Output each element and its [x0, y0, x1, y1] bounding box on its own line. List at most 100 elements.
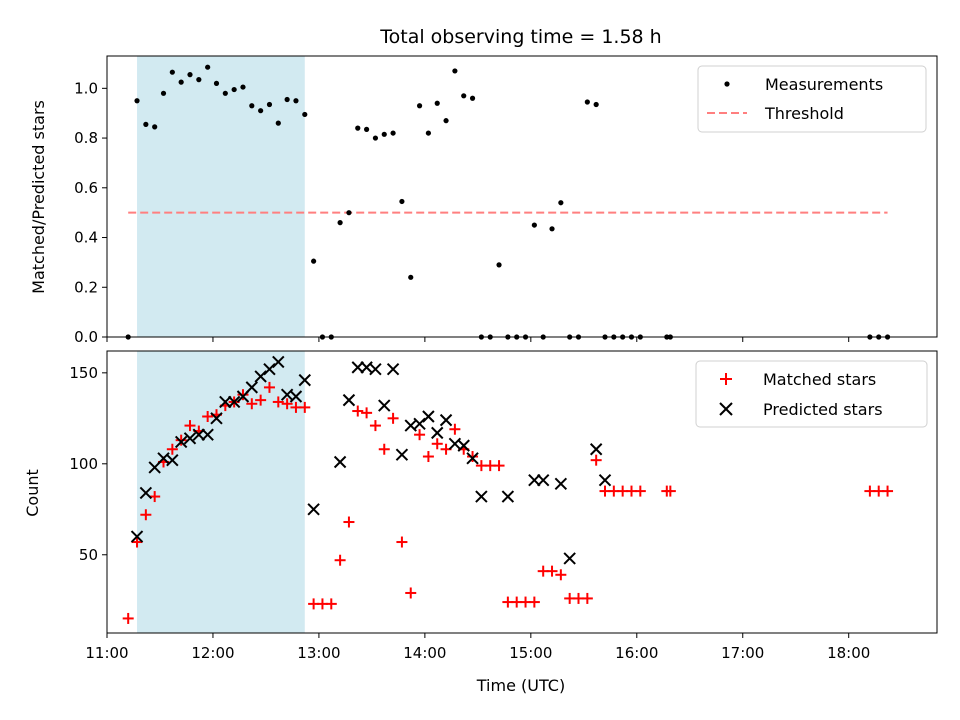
- predicted-star-point: [272, 355, 285, 369]
- matched-star-point: [378, 443, 390, 455]
- predicted-star-points: [130, 355, 612, 565]
- count-x-tick-label: 12:00: [191, 644, 234, 662]
- count-x-tick-label: 16:00: [615, 644, 658, 662]
- predicted-star-point: [528, 473, 541, 487]
- matched-star-point: [414, 429, 426, 441]
- predicted-star-point: [174, 435, 188, 449]
- predicted-star-point: [413, 417, 426, 430]
- predicted-star-point: [307, 503, 320, 516]
- predicted-star-point: [439, 413, 453, 427]
- matched-star-point: [467, 451, 479, 463]
- measurement-point: [363, 126, 370, 132]
- predicted-star-point: [386, 362, 400, 376]
- measurement-point: [293, 98, 299, 104]
- matched-star-point: [131, 536, 143, 548]
- measurement-point: [249, 103, 255, 109]
- matched-star-point: [590, 454, 602, 466]
- measurement-point: [434, 100, 440, 106]
- ratio-y-tick-label: 1.0: [74, 79, 98, 97]
- predicted-star-point: [254, 370, 267, 383]
- count-y-tick-label: 50: [79, 546, 98, 564]
- matched-star-point: [546, 565, 558, 577]
- x-axis-label: Time (UTC): [476, 676, 565, 695]
- matched-star-point: [343, 516, 355, 528]
- predicted-star-point: [501, 490, 515, 503]
- legend-matched-marker: [720, 373, 732, 385]
- measurement-point: [425, 130, 432, 136]
- ratio-y-axis-label: Matched/Predicted stars: [29, 100, 48, 294]
- measurement-point: [152, 124, 158, 130]
- measurement-point: [222, 90, 228, 96]
- predicted-star-point: [422, 410, 435, 423]
- count-y-axis-label: Count: [23, 469, 42, 517]
- matched-star-point: [122, 612, 134, 624]
- matched-star-point: [281, 398, 293, 410]
- measurement-point: [593, 101, 599, 108]
- measurement-point: [284, 96, 290, 103]
- count-legend: Matched stars Predicted stars: [695, 360, 928, 428]
- matched-star-point: [255, 394, 267, 406]
- measurement-point: [240, 84, 246, 90]
- measurement-point: [337, 220, 343, 226]
- measurement-point: [381, 131, 387, 137]
- matched-star-point: [325, 598, 337, 610]
- matched-star-point: [237, 389, 249, 401]
- predicted-star-point: [554, 477, 568, 491]
- ratio-legend: Measurements Threshold: [697, 65, 927, 133]
- predicted-star-point: [457, 439, 470, 452]
- measurement-point: [231, 86, 237, 93]
- matched-star-point: [405, 587, 417, 599]
- ratio-y-tick-label: 0.6: [74, 179, 98, 197]
- measurement-point: [160, 90, 167, 96]
- matched-star-point: [299, 401, 311, 413]
- measurement-point: [461, 93, 467, 99]
- matched-star-point: [352, 405, 364, 417]
- measurement-point: [187, 72, 193, 78]
- predicted-star-point: [369, 362, 382, 376]
- predicted-star-point: [466, 452, 479, 465]
- count-y-ticks: 50 100 150: [69, 364, 107, 564]
- measurement-point: [549, 226, 555, 232]
- measurement-point: [443, 118, 449, 124]
- predicted-star-point: [536, 473, 550, 487]
- predicted-star-point: [166, 453, 179, 467]
- count-x-tick-label: 11:00: [85, 644, 128, 662]
- matched-star-point: [202, 410, 214, 422]
- matched-star-point: [493, 460, 505, 472]
- measurement-point: [258, 108, 264, 114]
- measurement-point: [496, 262, 502, 268]
- predicted-star-point: [563, 552, 576, 565]
- matched-star-point: [422, 451, 434, 463]
- predicted-star-point: [378, 399, 391, 412]
- predicted-star-point: [395, 448, 409, 461]
- ratio-x-ticks: [106, 337, 850, 342]
- measurement-point: [416, 103, 423, 109]
- measurement-point: [390, 130, 396, 136]
- legend-measurements-marker: [724, 81, 730, 87]
- predicted-star-point: [431, 426, 444, 440]
- measurement-point: [143, 121, 149, 127]
- count-x-tick-label: 15:00: [509, 644, 552, 662]
- matched-star-point: [334, 554, 346, 566]
- matched-star-point: [246, 398, 258, 410]
- matched-star-point: [431, 438, 443, 450]
- matched-star-point: [528, 596, 540, 608]
- ratio-y-ticks: 0.0 0.2 0.4 0.6 0.8 1.0: [74, 79, 107, 346]
- measurement-point: [196, 77, 202, 83]
- predicted-star-point: [139, 486, 153, 500]
- legend-matched-label: Matched stars: [763, 370, 876, 389]
- measurement-point: [531, 222, 537, 228]
- matched-star-point: [387, 412, 399, 424]
- ratio-y-tick-label: 0.4: [74, 229, 98, 247]
- measurement-point: [266, 101, 273, 108]
- measurement-point: [558, 200, 564, 206]
- legend-predicted-label: Predicted stars: [763, 400, 883, 419]
- panel-ratio: Total observing time = 1.58 h 0.00.20.40…: [29, 26, 938, 346]
- ratio-plot-frame: [106, 55, 938, 338]
- measurement-point: [408, 274, 414, 280]
- matched-star-point: [166, 443, 178, 455]
- matched-star-point: [449, 423, 461, 435]
- chart-title: Total observing time = 1.58 h: [379, 26, 661, 48]
- ratio-y-tick-label: 0.2: [74, 278, 98, 296]
